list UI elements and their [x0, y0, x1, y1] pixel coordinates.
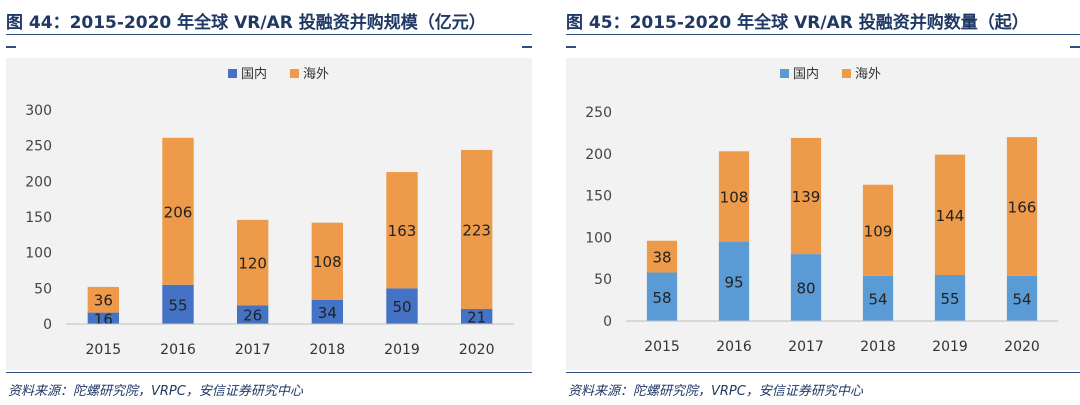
data-label: 120 [238, 255, 267, 273]
y-tick-label: 300 [25, 103, 52, 119]
bar-segment-1 [311, 222, 344, 300]
x-tick-label: 2020 [1004, 339, 1040, 355]
chart-area: 国内 海外 0 50 100 150 200 250 58 38 2015 95 108 2016 80 13… [566, 58, 1080, 370]
data-label: 16 [94, 310, 113, 328]
bar-segment-1 [934, 154, 966, 276]
bar-segment-0 [386, 288, 418, 324]
y-tick-label: 150 [25, 210, 52, 226]
bar-segment-1 [646, 240, 678, 273]
data-label: 21 [467, 309, 486, 327]
source-note: 资料来源：陀螺研究院，VRPC，安信证券研究中心 [8, 384, 303, 399]
legend: 国内 海外 [228, 66, 329, 82]
bar-segment-0 [311, 299, 344, 324]
legend-swatch-0 [780, 69, 789, 78]
x-tick-label: 2020 [459, 342, 495, 358]
data-label: 50 [392, 298, 411, 316]
y-tick-label: 50 [594, 272, 612, 288]
x-tick-label: 2017 [235, 342, 271, 358]
title-rule [566, 34, 1080, 48]
data-label: 108 [313, 253, 342, 271]
data-label: 163 [388, 222, 417, 240]
data-label: 223 [462, 221, 491, 239]
data-label: 54 [868, 290, 887, 308]
data-label: 26 [243, 307, 262, 325]
bar-segment-0 [87, 312, 120, 324]
y-tick-label: 100 [585, 230, 612, 246]
chart-title: 图 45：2015-2020 年全球 VR/AR 投融资并购数量（起） [566, 13, 1029, 33]
data-label: 34 [318, 304, 337, 322]
bar-segment-1 [790, 137, 822, 255]
y-tick-label: 200 [585, 147, 612, 163]
x-tick-label: 2016 [160, 342, 196, 358]
legend-label-1: 海外 [303, 67, 329, 82]
bar-segment-0 [460, 309, 493, 324]
bar-segment-1 [236, 219, 269, 306]
legend-label-0: 国内 [241, 66, 267, 82]
y-tick-label: 100 [25, 246, 52, 262]
bar-segment-0 [162, 284, 194, 324]
data-label: 54 [1012, 290, 1031, 308]
data-label: 206 [164, 203, 193, 221]
legend-swatch-1 [842, 69, 851, 78]
y-tick-label: 0 [603, 314, 612, 330]
y-tick-label: 200 [25, 174, 52, 190]
legend-swatch-0 [228, 69, 237, 78]
legend: 国内 海外 [780, 66, 881, 82]
source-rule [566, 372, 1080, 373]
bar-segment-1 [460, 149, 493, 310]
chart-title: 图 44：2015-2020 年全球 VR/AR 投融资并购规模（亿元） [6, 13, 486, 33]
bar-segment-0 [862, 275, 894, 321]
chart-area: 国内 海外 0 50 100 150 200 250 300 16 36 2015 55 206 2016 2… [6, 58, 532, 370]
bar-segment-0 [646, 272, 678, 321]
x-tick-label: 2019 [384, 342, 420, 358]
data-label: 55 [168, 296, 187, 314]
data-label: 95 [724, 273, 743, 291]
bar-segment-1 [718, 151, 750, 242]
data-label: 144 [936, 207, 965, 225]
data-label: 38 [652, 249, 671, 267]
source-rule [6, 372, 532, 373]
data-label: 80 [796, 280, 815, 298]
data-label: 55 [940, 290, 959, 308]
bar-segment-1 [862, 184, 894, 276]
data-label: 139 [792, 188, 821, 206]
x-tick-label: 2015 [644, 339, 680, 355]
legend-label-1: 海外 [855, 67, 881, 82]
bar-chart: 国内 海外 0 50 100 150 200 250 58 38 2015 95 108 2016 80 13… [585, 66, 1058, 355]
y-tick-label: 50 [34, 281, 52, 297]
x-tick-label: 2019 [932, 339, 968, 355]
data-label: 166 [1008, 198, 1037, 216]
legend-label-0: 国内 [793, 66, 819, 82]
chart-panel-right: 图 45：2015-2020 年全球 VR/AR 投融资并购数量（起） 国内 海外… [560, 0, 1080, 405]
bar-segment-1 [162, 137, 194, 285]
bar-segment-0 [1006, 275, 1038, 321]
x-tick-label: 2017 [788, 339, 824, 355]
bar-segment-0 [934, 275, 966, 321]
bar-segment-0 [236, 305, 269, 324]
bar-segment-0 [718, 241, 750, 321]
x-tick-label: 2016 [716, 339, 752, 355]
bar-segment-1 [1006, 137, 1038, 276]
data-label: 109 [864, 222, 893, 240]
source-note: 资料来源：陀螺研究院，VRPC，安信证券研究中心 [568, 384, 863, 399]
y-tick-label: 150 [585, 189, 612, 205]
data-label: 36 [94, 292, 113, 310]
x-tick-label: 2018 [860, 339, 896, 355]
data-label: 58 [652, 289, 671, 307]
y-tick-label: 250 [585, 105, 612, 121]
bar-segment-0 [790, 254, 822, 321]
x-tick-label: 2018 [310, 342, 346, 358]
title-rule [6, 34, 532, 48]
data-label: 108 [720, 188, 749, 206]
x-tick-label: 2015 [86, 342, 122, 358]
chart-panel-left: 图 44：2015-2020 年全球 VR/AR 投融资并购规模（亿元） 国内 海… [0, 0, 532, 405]
bar-segment-1 [87, 286, 120, 313]
y-tick-label: 0 [43, 317, 52, 333]
bar-segment-1 [386, 172, 418, 289]
legend-swatch-1 [290, 69, 299, 78]
y-tick-label: 250 [25, 139, 52, 155]
